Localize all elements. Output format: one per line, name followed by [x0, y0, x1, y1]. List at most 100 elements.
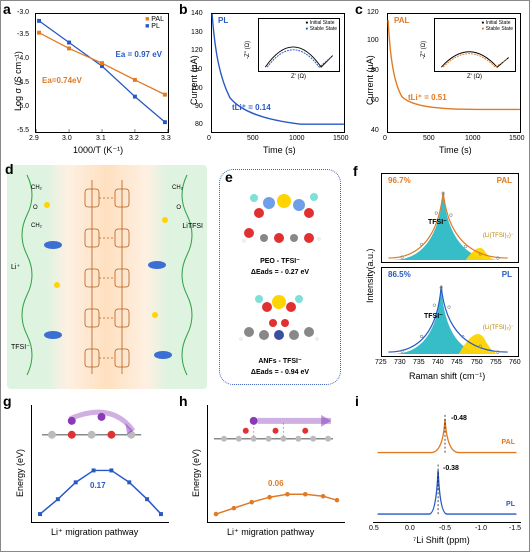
panel-f: f 96.7% PAL TFSI⁻ (Li(TFSI)₂)⁻ 86.5% PL: [351, 163, 527, 391]
b-xt: 0: [207, 135, 211, 142]
panel-b: b PL tLi⁺ = 0.14 ● Initial State ● Stabl…: [177, 1, 353, 161]
panel-a: a ■ PAL ■ PL Ea = 0.97 e: [1, 1, 177, 161]
c-yt: 120: [367, 9, 379, 16]
b-yt: 120: [191, 47, 203, 54]
f-bot-plot: 86.5% PL TFSI⁻ (Li(TFSI)₂)⁻: [381, 267, 519, 357]
a-xt: 3.0: [62, 135, 72, 142]
e-bot-energy: ΔEads = - 0.94 eV: [215, 369, 345, 376]
c-inset-xl: Z' (Ω): [467, 74, 482, 80]
panel-b-plot: PL tLi⁺ = 0.14 ● Initial State ● Stable …: [211, 13, 345, 133]
i-xt: 0.0: [405, 525, 415, 532]
panel-c: c PAL tLi⁺ = 0.51 ● Initial State ● Stab…: [353, 1, 529, 161]
panel-b-annot: tLi⁺ = 0.14: [232, 103, 271, 112]
panel-i-label: i: [355, 393, 359, 409]
c-yt: 40: [371, 127, 379, 134]
b-yt: 80: [195, 121, 203, 128]
h-barrier: 0.06: [268, 479, 284, 488]
b-inset-yl: -Z'' (Ω): [245, 41, 251, 59]
d-o: O: [176, 205, 181, 211]
d-litfsi: LiTFSI: [182, 223, 203, 230]
d-tfsi: TFSI⁻: [11, 343, 30, 351]
a-yt: -5.5: [17, 127, 29, 134]
panel-f-xlabel: Raman shift (cm⁻¹): [409, 371, 485, 382]
b-leg1: Stable State: [310, 26, 337, 32]
f-top-svg: [382, 174, 518, 262]
a-xt: 3.1: [96, 135, 106, 142]
panel-a-ylabel: Log σ (S cm⁻¹): [13, 51, 24, 111]
f-top-pct: 96.7%: [388, 176, 411, 185]
g-svg: [32, 405, 169, 522]
f-xt: 730: [394, 359, 406, 366]
d-o: O: [33, 205, 38, 211]
panel-h-label: h: [179, 393, 188, 409]
panel-b-inset: ● Initial State ● Stable State -Z'' (Ω) …: [258, 18, 340, 72]
i-pl-label: PL: [506, 501, 515, 508]
panel-c-title: PAL: [394, 16, 409, 25]
panel-i-plot: -0.48 PAL -0.38 PL: [373, 405, 521, 523]
i-xt: -0.5: [439, 525, 451, 532]
d-ch2: CH₂: [31, 185, 42, 191]
f-xt: 750: [471, 359, 483, 366]
panel-b-label: b: [179, 1, 188, 17]
c-xt: 1500: [509, 135, 525, 142]
a-yt: -3.0: [17, 9, 29, 16]
f-bot-pct: 86.5%: [388, 270, 411, 279]
e-bot-mol: [229, 287, 331, 353]
a-xt: 3.2: [129, 135, 139, 142]
panel-a-label: a: [3, 1, 11, 17]
f-xt: 740: [432, 359, 444, 366]
f-top-title: PAL: [497, 176, 512, 185]
d-ch2: CH₂: [172, 185, 183, 191]
panel-g-xlabel: Li⁺ migration pathway: [51, 527, 138, 538]
c-xt: 500: [423, 135, 435, 142]
panel-a-plot: ■ PAL ■ PL Ea = 0.97 eV Ea=0.74eV: [35, 13, 169, 133]
figure-root: a ■ PAL ■ PL Ea = 0.97 e: [0, 0, 530, 552]
f-bot-title: PL: [502, 270, 512, 279]
i-xt: 0.5: [369, 525, 379, 532]
c-xt: 0: [383, 135, 387, 142]
f-xt: 745: [451, 359, 463, 366]
d-li: Li⁺: [11, 263, 20, 271]
i-svg: [373, 405, 521, 522]
panel-h-plot: 0.06: [207, 405, 345, 523]
c-yt: 100: [367, 37, 379, 44]
i-xt: -1.5: [509, 525, 521, 532]
i-pal-annot: -0.48: [451, 415, 467, 422]
f-top-peak2: (Li(TFSI)₂)⁻: [483, 232, 514, 239]
b-yt: 130: [191, 29, 203, 36]
panel-a-svg: [36, 14, 168, 132]
panel-c-ylabel: Current (µA): [365, 55, 375, 105]
c-inset-yl: -Z'' (Ω): [421, 41, 427, 59]
panel-a-legend: ■ PAL ■ PL: [145, 16, 164, 30]
e-top-energy: ΔEads = - 0.27 eV: [215, 269, 345, 276]
b-xt: 1500: [333, 135, 349, 142]
panel-i-xlabel: ⁷Li Shift (ppm): [413, 535, 470, 545]
d-ch2: CH₂: [31, 223, 42, 229]
f-xt: 735: [413, 359, 425, 366]
b-yt: 140: [191, 10, 203, 17]
f-xt: 725: [375, 359, 387, 366]
b-xt: 1000: [289, 135, 305, 142]
f-bot-svg: [382, 268, 518, 356]
panel-c-plot: PAL tLi⁺ = 0.51 ● Initial State ● Stable…: [387, 13, 521, 133]
b-inset-legend: ● Initial State ● Stable State: [305, 20, 337, 32]
legend-pal: PAL: [151, 16, 164, 23]
f-top-plot: 96.7% PAL TFSI⁻ (Li(TFSI)₂)⁻: [381, 173, 519, 263]
panel-c-annot: tLi⁺ = 0.51: [408, 93, 447, 102]
panel-d: d: [7, 165, 207, 389]
panel-c-xlabel: Time (s): [439, 145, 472, 155]
f-bot-peak2: (Li(TFSI)₂)⁻: [483, 324, 514, 331]
panel-b-xlabel: Time (s): [263, 145, 296, 155]
panel-b-ylabel: Current (µA): [189, 55, 199, 105]
panel-h-xlabel: Li⁺ migration pathway: [227, 527, 314, 538]
panel-a-xlabel: 1000/T (K⁻¹): [73, 145, 123, 156]
i-pal-label: PAL: [502, 439, 515, 446]
c-xt: 1000: [465, 135, 481, 142]
panel-g-plot: 0.17: [31, 405, 169, 523]
a-yt: -3.5: [17, 31, 29, 38]
a-xt: 2.9: [29, 135, 39, 142]
panel-e: e PEO - TFSI⁻ ΔEads = - 0.27 eV: [215, 165, 345, 389]
f-xt: 755: [490, 359, 502, 366]
e-top-text: PEO - TFSI⁻: [215, 257, 345, 265]
f-xt: 760: [509, 359, 521, 366]
